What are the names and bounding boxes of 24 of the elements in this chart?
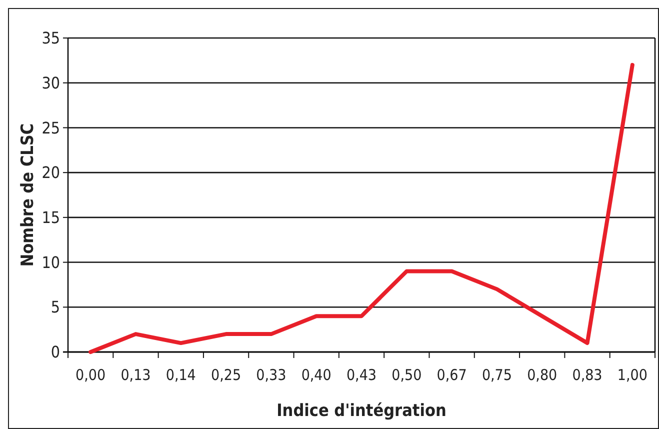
y-axis-title: Nombre de CLSC bbox=[18, 123, 38, 267]
x-tick-label: 0,80 bbox=[527, 366, 558, 384]
x-tick-label: 0,43 bbox=[346, 366, 377, 384]
y-tick-label: 15 bbox=[42, 208, 60, 228]
x-tick-label: 0,33 bbox=[256, 366, 286, 384]
y-tick-label: 30 bbox=[42, 73, 60, 92]
x-tick-label: 0,67 bbox=[436, 366, 467, 384]
y-tick-label: 35 bbox=[42, 28, 60, 48]
line-series bbox=[88, 62, 634, 354]
x-tick-label: 0,00 bbox=[76, 366, 106, 384]
y-tick-label: 20 bbox=[42, 163, 60, 182]
x-tick-label: 0,75 bbox=[482, 366, 512, 384]
x-tick-label: 0,50 bbox=[392, 366, 422, 384]
x-axis-title: Indice d'intégration bbox=[276, 401, 446, 421]
x-tick-label: 0,14 bbox=[166, 366, 196, 384]
x-tick-label: 0,40 bbox=[301, 366, 332, 384]
y-tick-label: 5 bbox=[50, 298, 60, 317]
x-tick-label: 0,83 bbox=[572, 366, 602, 384]
x-tick-label: 1,00 bbox=[617, 366, 648, 384]
y-tick-label: 10 bbox=[42, 252, 60, 272]
x-tick-label: 0,25 bbox=[211, 366, 242, 384]
y-tick-label: 0 bbox=[50, 342, 60, 362]
y-tick-label: 25 bbox=[42, 118, 60, 138]
x-tick-label: 0,13 bbox=[120, 366, 151, 384]
